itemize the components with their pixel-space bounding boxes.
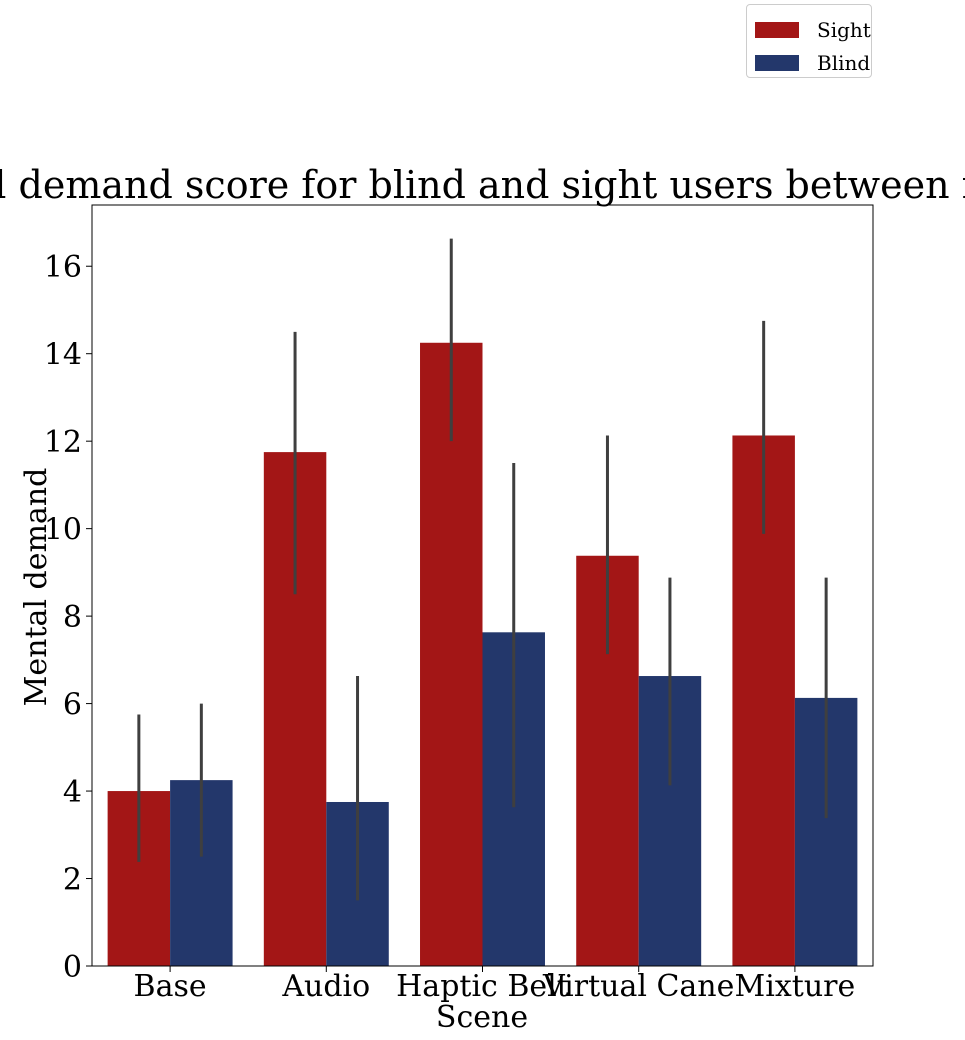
legend-swatch-blind [755, 55, 799, 71]
y-tick-label: 6 [63, 688, 82, 723]
x-tick-label-haptic-belt: Haptic Belt [396, 969, 569, 1004]
x-tick-label-base: Base [134, 969, 207, 1004]
y-axis-label: Mental demand [19, 468, 54, 707]
plot-frame [91, 204, 874, 967]
legend-label-blind: Blind [817, 51, 871, 75]
y-tick-label: 0 [63, 950, 82, 985]
y-tick-label: 16 [44, 250, 82, 285]
bar-sight-haptic-belt [420, 342, 483, 967]
bars-group [107, 342, 858, 967]
x-tick-label-mixture: Mixture [735, 969, 856, 1004]
x-tick-label-audio: Audio [281, 969, 370, 1004]
x-axis-label: Scene [436, 1000, 528, 1035]
y-tick-label: 4 [63, 775, 82, 810]
legend-label-sight: Sight [817, 18, 871, 42]
errorbars-group [137, 238, 828, 901]
y-axis: 0 2 4 6 8 10 12 14 16 [44, 250, 92, 985]
chart-title: Mental demand score for blind and sight … [0, 163, 965, 207]
legend: Sight Blind [746, 4, 872, 78]
legend-item-sight: Sight [755, 18, 871, 42]
y-tick-label: 12 [44, 425, 82, 460]
y-tick-label: 14 [44, 338, 82, 373]
y-tick-label: 2 [63, 863, 82, 898]
x-tick-label-virtual-cane: Virtual Cane [542, 969, 734, 1004]
y-tick-label: 8 [63, 600, 82, 635]
legend-item-blind: Blind [755, 51, 871, 75]
legend-swatch-sight [755, 22, 799, 38]
y-tick-label: 10 [44, 513, 82, 548]
